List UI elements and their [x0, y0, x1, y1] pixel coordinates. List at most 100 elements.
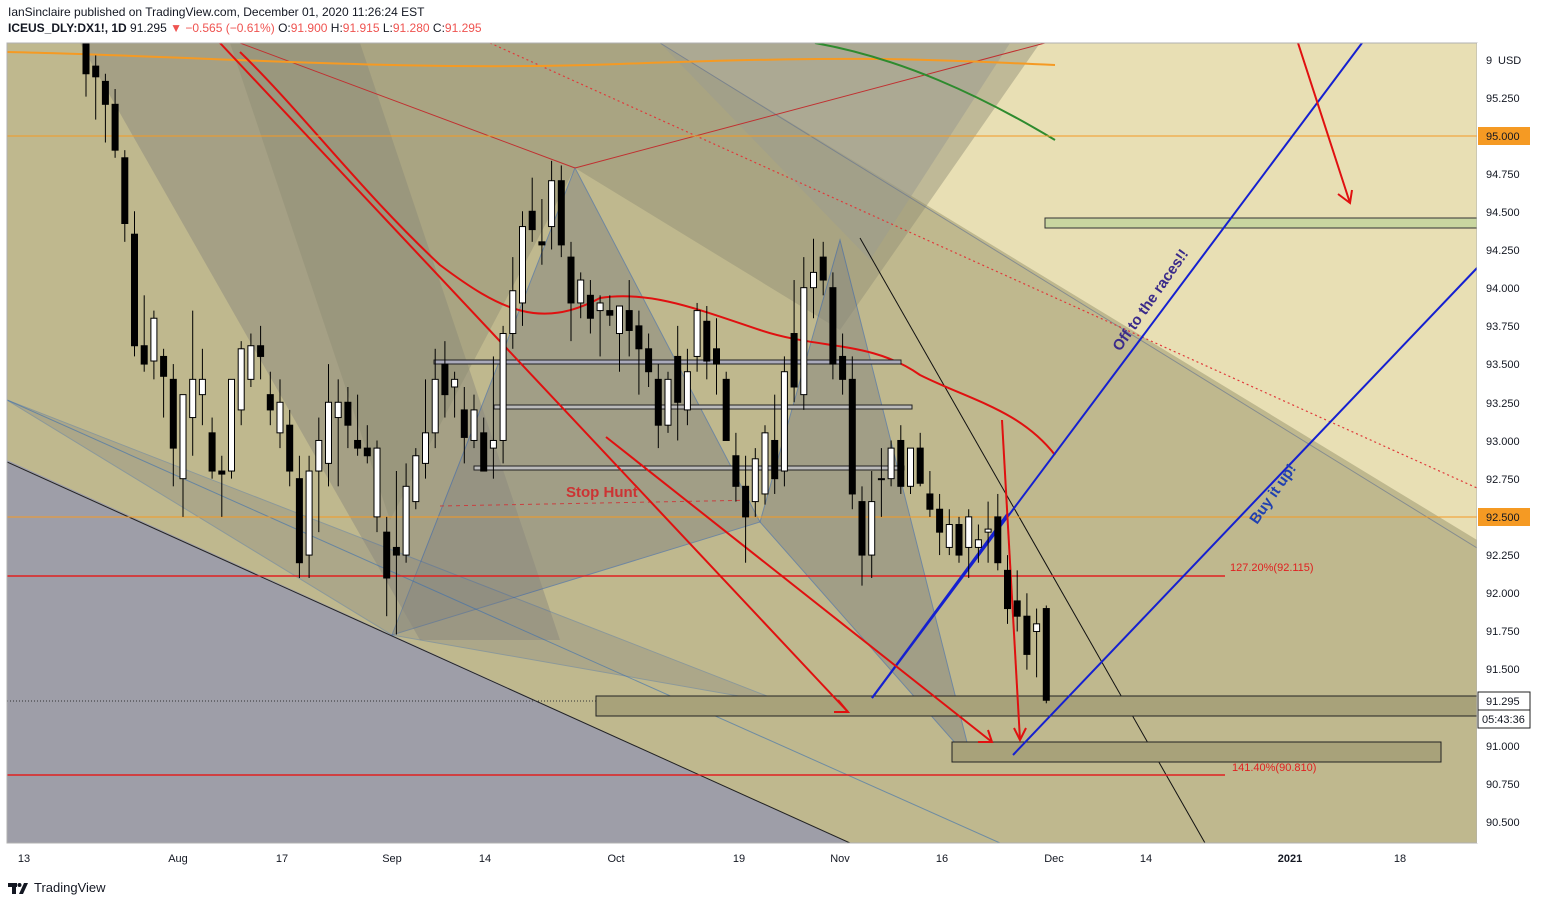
tradingview-brand[interactable]: TradingView	[34, 880, 106, 895]
candle-body	[606, 310, 614, 316]
candle-body	[1013, 600, 1021, 617]
candle-body	[800, 287, 808, 396]
candle-body	[286, 424, 294, 472]
price-change: −0.565 (−0.61%)	[185, 21, 275, 35]
candle-body	[111, 103, 119, 151]
price-tick: 92.000	[1486, 588, 1520, 600]
price-tick: 92.500	[1486, 512, 1520, 524]
candle-body	[858, 501, 866, 556]
candle-body	[101, 80, 109, 105]
target-zone	[1044, 217, 1477, 229]
candle-body	[577, 279, 585, 304]
time-tick: 17	[276, 853, 288, 865]
candle-body	[848, 378, 856, 495]
price-tick: 94.250	[1486, 245, 1520, 257]
candle-body	[771, 439, 779, 480]
candle-body	[218, 470, 226, 475]
ma-green	[814, 43, 1056, 141]
candle-body	[548, 180, 556, 228]
blue-channel-upper	[871, 43, 1363, 699]
candle-body	[305, 470, 313, 556]
candle-body	[451, 378, 459, 388]
candle-body	[140, 345, 148, 365]
candle-body	[431, 378, 439, 434]
harmonic-xab	[391, 166, 761, 636]
candle-body	[198, 378, 206, 396]
candle-body	[1033, 623, 1041, 632]
candle-body	[965, 516, 973, 548]
price-tick: 95.250	[1486, 93, 1520, 105]
chart-header: IanSinclaire published on TradingView.co…	[8, 4, 482, 36]
candle-body	[557, 180, 565, 246]
price-tick: 91.750	[1486, 626, 1520, 638]
price-axis[interactable]: 9 USD 95.250 95.000 94.750 94.500 94.250…	[1477, 43, 1548, 843]
candle-body	[907, 447, 914, 487]
candle-body	[994, 516, 1002, 564]
candle-body	[810, 271, 817, 289]
price-tick: 93.750	[1486, 321, 1520, 333]
candle-body	[596, 302, 604, 312]
price-tick: 93.000	[1486, 436, 1520, 448]
candle-body	[344, 401, 352, 426]
demand-zone-1	[595, 695, 1477, 717]
candle-body	[334, 401, 342, 419]
time-tick: Aug	[168, 853, 188, 865]
candle-body	[936, 508, 944, 533]
price-tick: 92.250	[1486, 550, 1520, 562]
time-tick: Dec	[1044, 853, 1064, 865]
time-axis[interactable]: 13 Aug 17 Sep 14 Oct 19 Nov 16 Dec 14 20…	[7, 842, 1477, 865]
candle-body	[402, 485, 410, 556]
candle-body	[325, 401, 332, 464]
candle-body	[179, 394, 187, 480]
candle-body	[363, 447, 371, 457]
price-tick: 95.000	[1486, 131, 1520, 143]
candle-body	[189, 378, 197, 419]
candle-body	[790, 333, 798, 388]
price-tick: 93.250	[1486, 398, 1520, 410]
candle-body	[1042, 608, 1050, 701]
down-arrow-icon: ▼	[170, 21, 182, 35]
time-tick: Nov	[830, 853, 850, 865]
price-tick: 90.750	[1486, 779, 1520, 791]
candle-body	[412, 455, 420, 503]
time-tick: 13	[18, 853, 30, 865]
candle-body	[945, 524, 953, 548]
candle-body	[567, 256, 575, 304]
price-tick: 9	[1486, 55, 1492, 67]
candle-body	[247, 345, 255, 380]
candle-body	[528, 210, 536, 231]
candle-body	[635, 325, 643, 350]
background-channels: Stop Hunt Off to the races!! Buy it up! …	[7, 43, 1477, 843]
candle-body	[645, 348, 653, 373]
candle-body	[354, 439, 362, 449]
symbol-label[interactable]: ICEUS_DLY:DX1!, 1D	[8, 21, 127, 35]
footer: TradingView	[8, 880, 106, 895]
ma-red	[239, 51, 1056, 456]
last-price: 91.295	[130, 21, 167, 35]
candle-body	[470, 409, 478, 441]
high-label: H:	[330, 21, 343, 35]
candle-body	[237, 348, 245, 411]
candle-body	[732, 455, 740, 487]
candle-body	[674, 355, 682, 403]
candle-body	[654, 378, 662, 426]
price-tick: 90.500	[1486, 817, 1520, 829]
fib-1272-label: 127.20%(92.115)	[1230, 562, 1314, 574]
candle-body	[984, 528, 992, 533]
candle-body	[121, 157, 129, 225]
candle-body	[169, 378, 177, 449]
time-tick: 2021	[1278, 853, 1302, 865]
candle-body	[703, 320, 711, 362]
candle-body	[926, 493, 934, 510]
candle-body	[625, 310, 633, 331]
candles	[82, 43, 1050, 704]
candle-body	[868, 501, 876, 556]
candle-body	[713, 348, 720, 365]
candle-body	[664, 378, 672, 426]
low-label: L:	[382, 21, 393, 35]
candle-body	[480, 432, 488, 472]
ohlc-line: ICEUS_DLY:DX1!, 1D 91.295 ▼ −0.565 (−0.6…	[8, 20, 482, 36]
candle-body	[499, 333, 507, 441]
time-tick: 14	[479, 853, 491, 865]
